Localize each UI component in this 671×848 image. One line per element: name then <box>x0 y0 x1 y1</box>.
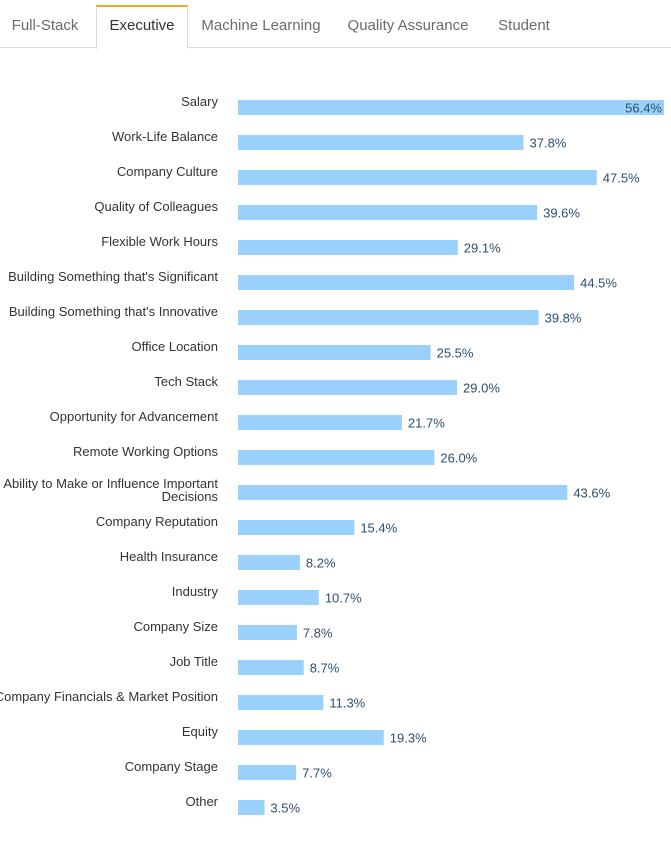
value-label-company-financials-market-position: 11.3% <box>329 696 365 711</box>
category-label-job-title: Job Title <box>170 654 218 669</box>
value-label-ability-to-make-or-influence-important-decisions: 43.6% <box>573 486 610 501</box>
value-label-other: 3.5% <box>270 801 300 816</box>
category-label-salary: Salary <box>181 94 218 109</box>
bar-building-something-that-s-innovative <box>238 310 539 325</box>
category-label-company-size: Company Size <box>133 619 218 634</box>
bar-opportunity-for-advancement <box>238 415 402 430</box>
bar-job-title <box>238 660 304 675</box>
tab-machine-learning[interactable]: Machine Learning <box>201 17 321 34</box>
value-label-equity: 19.3% <box>390 731 427 746</box>
category-label-quality-of-colleagues: Quality of Colleagues <box>94 199 218 214</box>
value-label-company-reputation: 15.4% <box>360 521 397 536</box>
value-label-flexible-work-hours: 29.1% <box>464 241 501 256</box>
category-label-company-culture: Company Culture <box>117 164 218 179</box>
value-label-industry: 10.7% <box>325 591 362 606</box>
bar-chart: Salary 56.4% Work-Life Balance 37.8% Company… <box>0 94 664 816</box>
bar-work-life-balance <box>238 135 524 150</box>
category-label-health-insurance: Health Insurance <box>120 549 218 564</box>
category-label-remote-working-options: Remote Working Options <box>73 444 218 459</box>
tab-quality-assurance[interactable]: Quality Assurance <box>347 17 469 34</box>
bar-other <box>238 800 265 815</box>
value-label-tech-stack: 29.0% <box>463 381 500 396</box>
tab-executive[interactable]: Executive <box>96 5 188 49</box>
category-label-flexible-work-hours: Flexible Work Hours <box>101 234 218 249</box>
value-label-company-stage: 7.7% <box>302 766 332 781</box>
value-label-job-title: 8.7% <box>310 661 340 676</box>
category-label-opportunity-for-advancement: Opportunity for Advancement <box>50 409 219 424</box>
bar-office-location <box>238 345 431 360</box>
bar-company-reputation <box>238 520 355 535</box>
category-label-company-financials-market-position: Company Financials & Market Position <box>0 689 218 704</box>
value-label-building-something-that-s-innovative: 39.8% <box>545 311 582 326</box>
tab-bar: Full-Stack Executive Machine Learning Qu… <box>0 0 671 49</box>
category-label-company-reputation: Company Reputation <box>96 514 218 529</box>
bar-company-culture <box>238 170 597 185</box>
category-label-other: Other <box>185 794 218 809</box>
bar-quality-of-colleagues <box>238 205 538 220</box>
bar-tech-stack <box>238 380 458 395</box>
category-label-company-stage: Company Stage <box>125 759 218 774</box>
category-label-equity: Equity <box>182 724 219 739</box>
bar-company-size <box>238 625 297 640</box>
bar-company-stage <box>238 765 297 780</box>
tab-full-stack[interactable]: Full-Stack <box>11 17 79 34</box>
bar-industry <box>238 590 319 605</box>
bar-equity <box>238 730 384 745</box>
bar-ability-to-make-or-influence-important-decisions <box>238 485 568 500</box>
value-label-office-location: 25.5% <box>437 346 474 361</box>
value-label-building-something-that-s-significant: 44.5% <box>580 276 617 291</box>
category-label-building-something-that-s-significant: Building Something that's Significant <box>8 269 218 284</box>
bar-remote-working-options <box>238 450 435 465</box>
category-label-tech-stack: Tech Stack <box>154 374 218 389</box>
value-label-company-culture: 47.5% <box>603 171 640 186</box>
category-label-industry: Industry <box>172 584 219 599</box>
value-label-work-life-balance: 37.8% <box>530 136 567 151</box>
bar-building-something-that-s-significant <box>238 275 575 290</box>
value-label-quality-of-colleagues: 39.6% <box>543 206 580 221</box>
value-label-health-insurance: 8.2% <box>306 556 336 571</box>
value-label-opportunity-for-advancement: 21.7% <box>408 416 445 431</box>
value-label-company-size: 7.8% <box>303 626 333 641</box>
category-label-ability-to-make-or-influence-important-decisions: Ability to Make or Influence Important De… <box>3 476 218 504</box>
bar-company-financials-market-position <box>238 695 324 710</box>
category-label-office-location: Office Location <box>132 339 218 354</box>
tab-student[interactable]: Student <box>498 17 550 34</box>
bar-salary <box>238 100 664 115</box>
bar-health-insurance <box>238 555 300 570</box>
value-label-salary: 56.4% <box>625 101 662 116</box>
value-label-remote-working-options: 26.0% <box>440 451 477 466</box>
bar-flexible-work-hours <box>238 240 458 255</box>
category-label-work-life-balance: Work-Life Balance <box>112 129 218 144</box>
category-label-building-something-that-s-innovative: Building Something that's Innovative <box>9 304 218 319</box>
